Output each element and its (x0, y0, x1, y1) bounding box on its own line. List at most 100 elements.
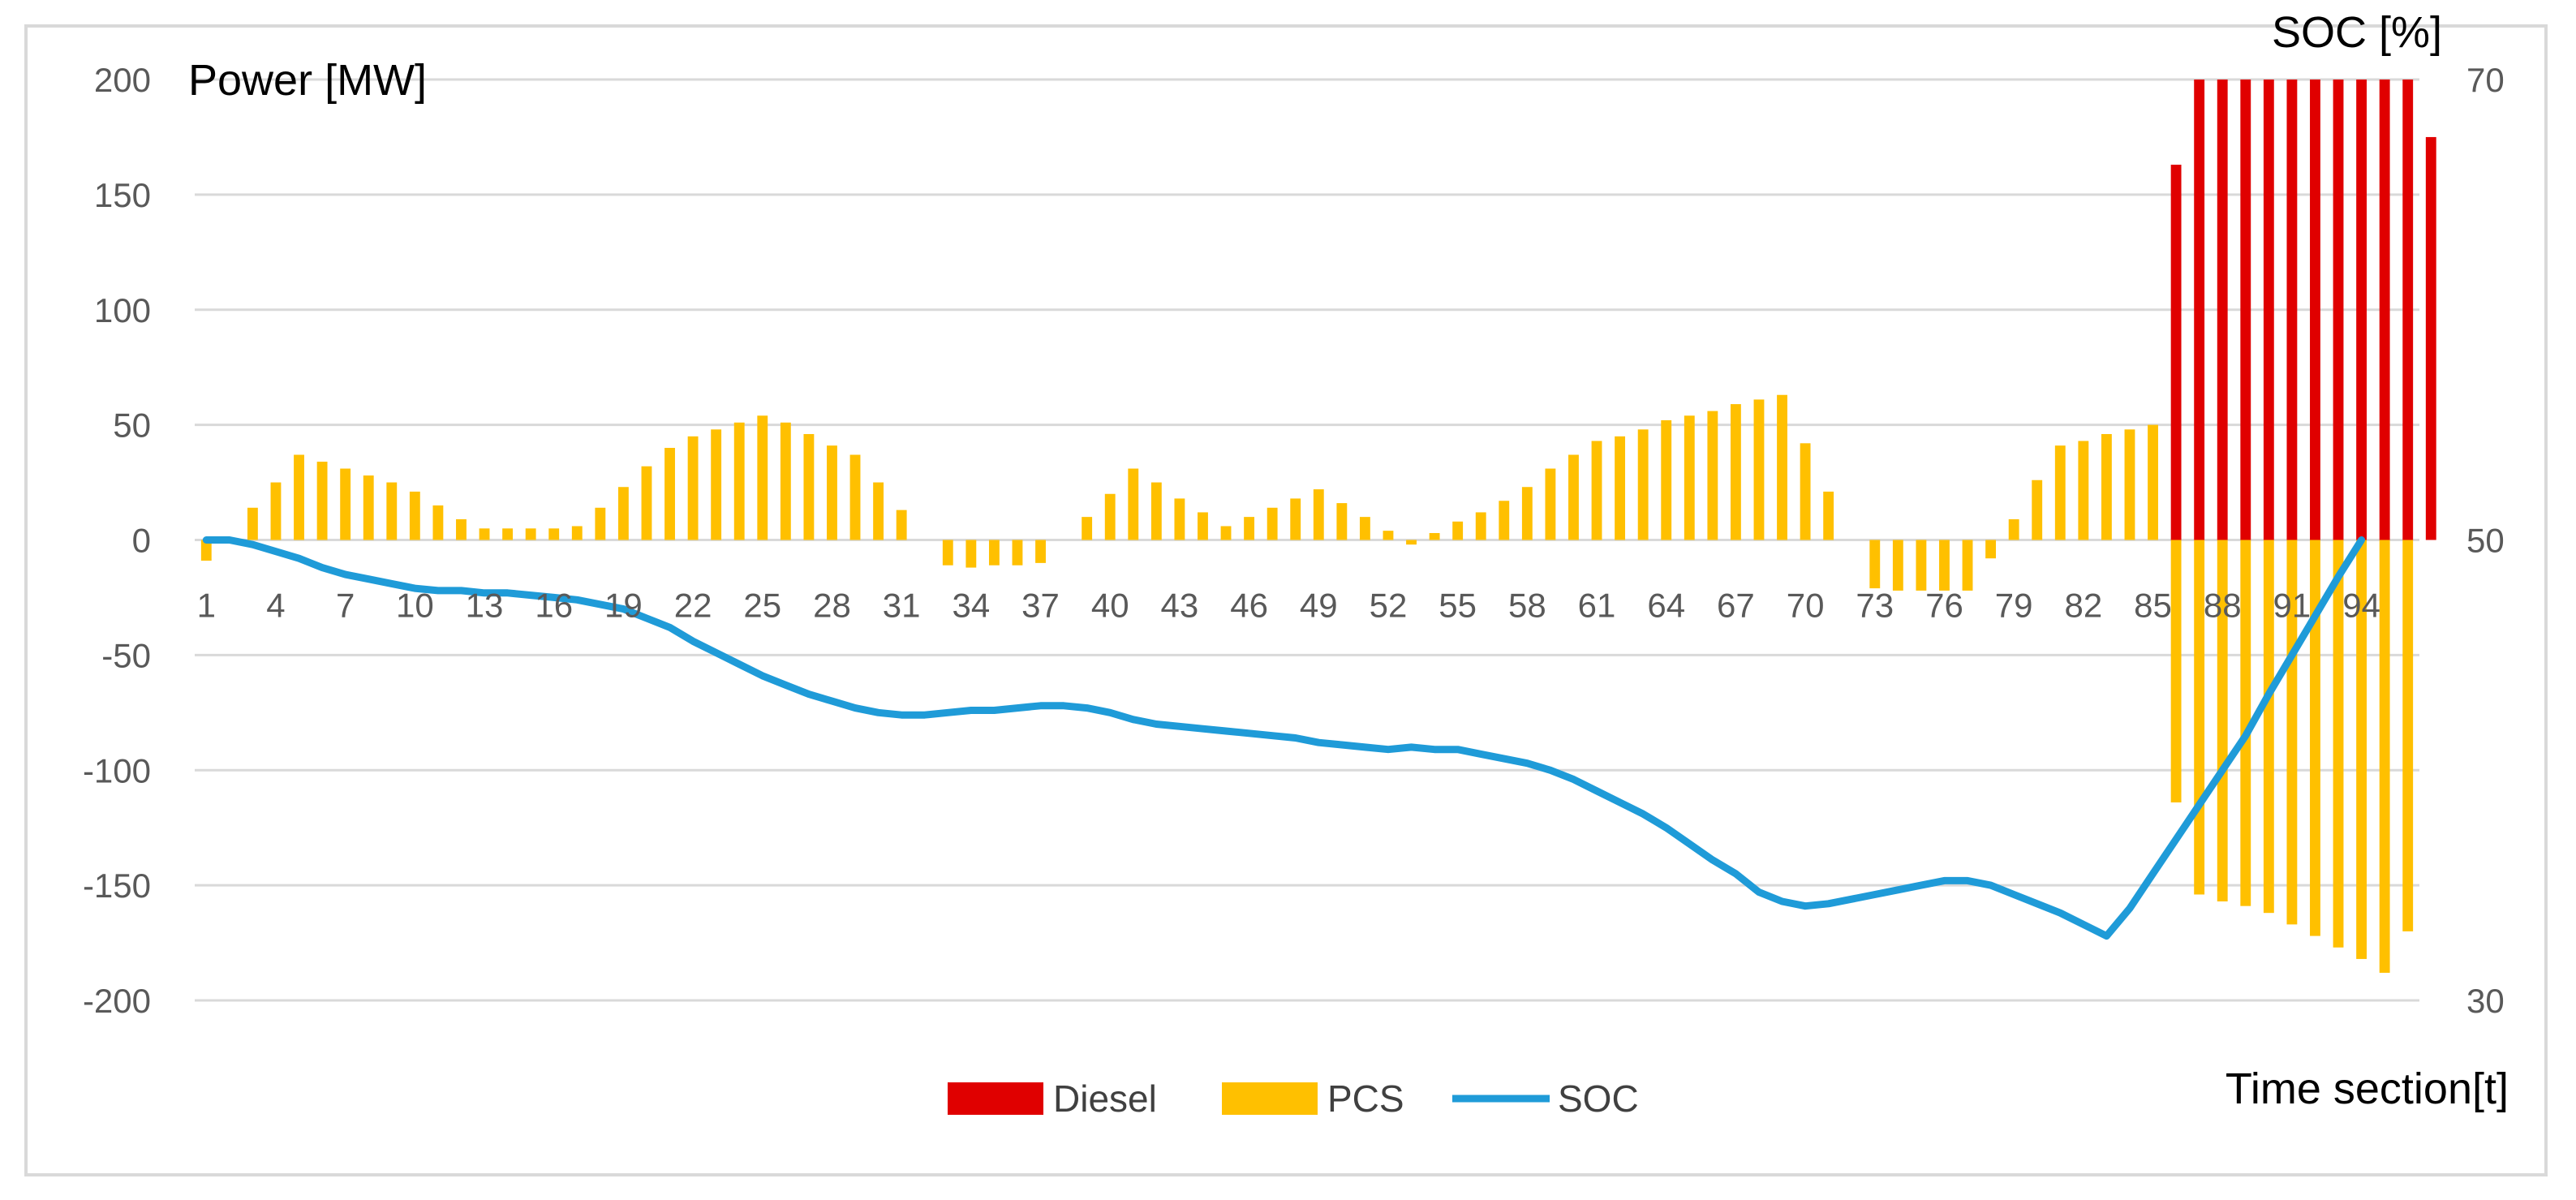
bars-layer (200, 80, 2436, 973)
pcs-bar (1313, 489, 1324, 540)
x-tick-label: 43 (1161, 587, 1199, 625)
pcs-bar (1521, 487, 1533, 540)
diesel-bar (2310, 80, 2320, 540)
pcs-bar (1359, 517, 1370, 540)
legend-label-diesel: Diesel (1053, 1077, 1157, 1120)
pcs-bar (1684, 415, 1695, 540)
pcs-bar (896, 510, 907, 540)
pcs-bar (1244, 517, 1255, 540)
diesel-bar (2402, 80, 2414, 540)
pcs-bar (2286, 540, 2298, 925)
x-tick-label: 13 (466, 587, 504, 625)
ticks-layer: 200 150 100 50 0 -50 -100 -150 -200 70 50 30 1 4 7 10 13… (83, 61, 2505, 1020)
pcs-bar (1452, 521, 1464, 540)
right-tick-label: 30 (2466, 982, 2505, 1020)
soc-line (202, 536, 2366, 940)
x-tick-label: 91 (2273, 587, 2312, 625)
pcs-bar (2054, 445, 2066, 540)
grid-layer (195, 78, 2419, 1002)
left-tick-label: 0 (132, 522, 151, 560)
x-tick-label: 19 (604, 587, 643, 625)
pcs-bar (1012, 540, 1023, 566)
diesel-bar (2333, 80, 2344, 540)
pcs-bar (200, 540, 212, 561)
x-tick-label: 22 (674, 587, 712, 625)
pcs-bar (873, 482, 884, 540)
pcs-bar (1545, 468, 1556, 540)
x-tick-label: 37 (1021, 587, 1060, 625)
pcs-bar (571, 526, 583, 540)
pcs-bar (2032, 480, 2043, 540)
right-axis-title: SOC [%] (2272, 8, 2442, 57)
legend-swatch-diesel (948, 1082, 1043, 1115)
pcs-bar (456, 518, 467, 540)
pcs-bar (2356, 540, 2367, 959)
x-tick-label: 79 (1995, 587, 2033, 625)
pcs-bar (2078, 441, 2089, 540)
pcs-bar (2170, 540, 2182, 802)
pcs-bar (432, 505, 444, 540)
pcs-bar (1198, 512, 1208, 540)
x-tick-label: 7 (336, 587, 355, 625)
x-tick-label: 31 (883, 587, 921, 625)
diesel-bar (2379, 80, 2390, 540)
pcs-bar (988, 540, 1000, 566)
x-tick-label: 46 (1230, 587, 1268, 625)
pcs-bar (1892, 540, 1903, 591)
pcs-bar (525, 528, 536, 540)
diesel-bar (2194, 80, 2205, 540)
pcs-bar (2310, 540, 2320, 936)
pcs-bar (1568, 454, 1579, 540)
pcs-bar (502, 528, 514, 540)
pcs-bar (1336, 503, 1348, 540)
pcs-bar (827, 445, 837, 540)
pcs-bar (1150, 482, 1162, 540)
x-tick-label: 52 (1370, 587, 1408, 625)
pcs-bar (1962, 540, 1973, 591)
x-tick-label: 34 (952, 587, 990, 625)
diesel-bar (2240, 80, 2251, 540)
pcs-bar (1591, 441, 1602, 540)
pcs-bar (1266, 507, 1278, 540)
x-tick-label: 55 (1439, 587, 1477, 625)
x-tick-label: 4 (266, 587, 285, 625)
pcs-bar (2263, 540, 2274, 914)
pcs-bar (733, 422, 745, 540)
pcs-bar (1985, 540, 1997, 559)
pcs-bar (2008, 518, 2019, 540)
pcs-bar (340, 468, 351, 540)
legend-label-soc: SOC (1558, 1077, 1639, 1120)
diesel-bar (2263, 80, 2274, 540)
left-axis-title: Power [MW] (188, 56, 427, 105)
pcs-bar (1475, 512, 1486, 540)
pcs-bar (1128, 468, 1139, 540)
pcs-bar (1823, 491, 1834, 540)
pcs-bar (1661, 419, 1672, 540)
pcs-bar (757, 415, 768, 540)
pcs-bar (1753, 399, 1765, 540)
x-tick-label: 61 (1578, 587, 1616, 625)
x-tick-label: 1 (197, 587, 216, 625)
chart-frame (24, 24, 2548, 1176)
pcs-bar (1035, 540, 1046, 563)
pcs-bar (409, 491, 420, 540)
pcs-bar (1290, 498, 1301, 540)
x-tick-label: 73 (1856, 587, 1894, 625)
left-tick-label: -50 (101, 636, 151, 674)
pcs-bar (1939, 540, 1950, 591)
pcs-bar (386, 482, 398, 540)
x-tick-label: 88 (2204, 587, 2242, 625)
x-tick-label: 49 (1300, 587, 1338, 625)
pcs-bar (2101, 433, 2112, 540)
x-tick-label: 82 (2064, 587, 2102, 625)
pcs-bar (363, 475, 374, 540)
pcs-bar (849, 454, 861, 540)
x-tick-label: 25 (743, 587, 781, 625)
right-tick-label: 50 (2466, 522, 2505, 560)
pcs-bar (1429, 532, 1440, 540)
diesel-bar (2217, 80, 2228, 540)
left-tick-label: 200 (94, 61, 151, 99)
pcs-bar (1082, 517, 1093, 540)
pcs-bar (664, 448, 675, 540)
line-layer (202, 536, 2366, 940)
